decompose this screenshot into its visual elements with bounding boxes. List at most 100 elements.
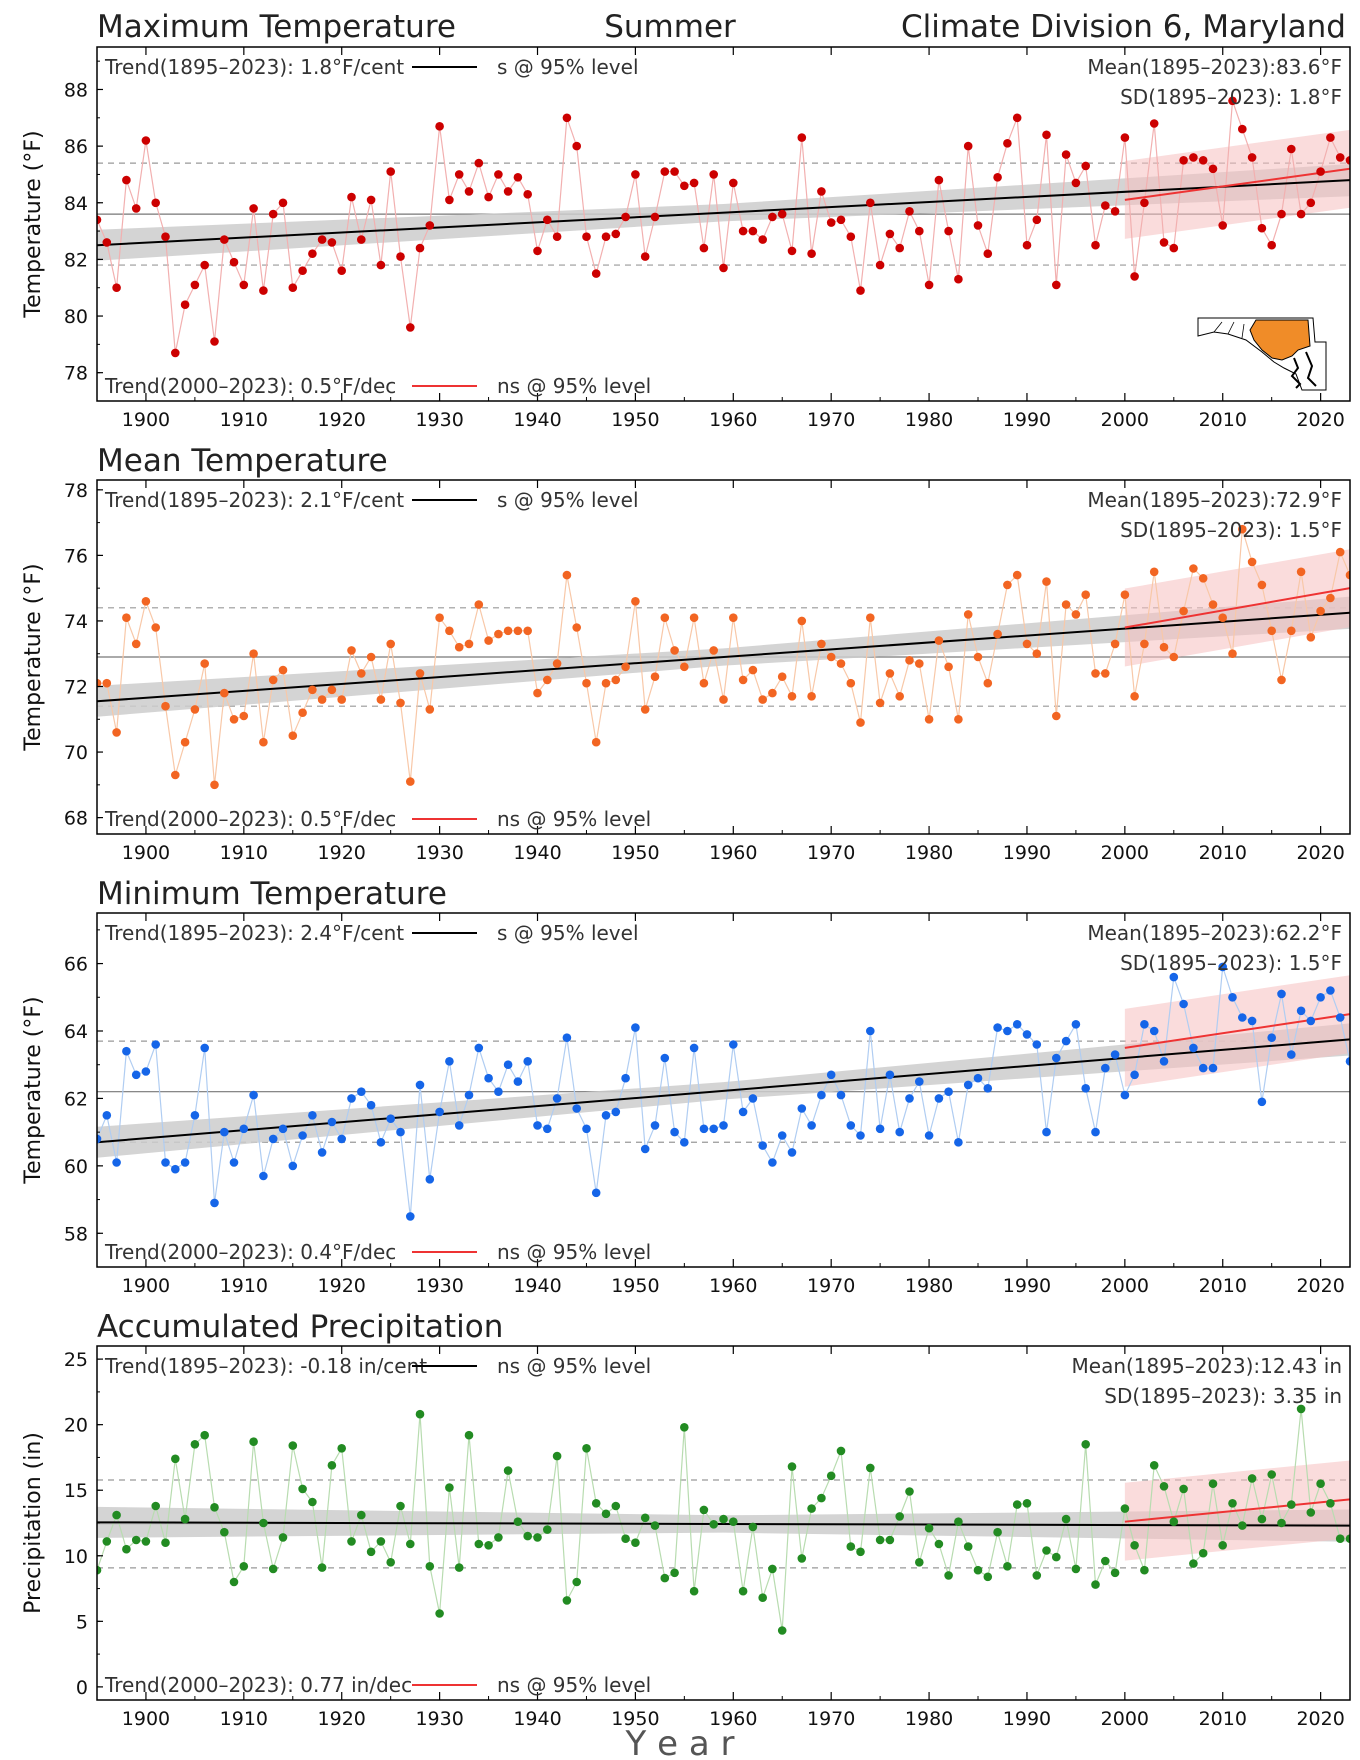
data-point xyxy=(689,613,699,622)
data-point xyxy=(807,249,816,258)
data-point xyxy=(1326,986,1335,995)
data-point xyxy=(1277,1518,1286,1528)
data-point xyxy=(1071,178,1081,188)
x-tick-label: 1970 xyxy=(807,842,855,864)
data-point xyxy=(366,195,376,205)
data-point xyxy=(797,1104,807,1113)
data-point xyxy=(729,1040,738,1049)
data-point xyxy=(1267,1033,1276,1042)
data-point xyxy=(474,158,484,168)
data-point xyxy=(963,1542,973,1551)
data-point xyxy=(278,1533,288,1542)
data-point xyxy=(288,1161,298,1171)
data-point xyxy=(357,1510,366,1520)
plot-area xyxy=(97,1404,1350,1635)
data-point xyxy=(180,1158,190,1167)
y-axis-label: Temperature (°F) xyxy=(21,130,46,318)
data-point xyxy=(200,1043,209,1053)
y-tick-label: 20 xyxy=(64,1415,88,1437)
data-point xyxy=(1169,972,1179,982)
data-point xyxy=(709,646,718,655)
y-axis-label: Temperature (°F) xyxy=(21,996,46,1184)
data-point xyxy=(464,1090,474,1100)
data-point xyxy=(220,1127,229,1137)
data-point xyxy=(474,1539,484,1549)
data-point xyxy=(1061,1514,1071,1524)
data-point xyxy=(376,695,386,704)
data-point xyxy=(1032,215,1042,225)
data-point xyxy=(1012,1020,1022,1029)
data-point xyxy=(680,1138,689,1147)
y-tick-label: 68 xyxy=(64,808,88,830)
data-point xyxy=(435,1107,444,1117)
data-point xyxy=(836,1446,846,1456)
data-point xyxy=(660,1053,670,1063)
data-point xyxy=(1052,1552,1061,1562)
data-point xyxy=(689,178,699,188)
data-point xyxy=(973,652,983,662)
data-point xyxy=(1189,1559,1198,1568)
panel-title: Minimum Temperature xyxy=(97,876,447,912)
data-point xyxy=(699,1505,709,1515)
data-point xyxy=(268,675,278,685)
y-tick-label: 88 xyxy=(64,79,88,101)
x-tick-label: 1960 xyxy=(709,1275,757,1297)
data-point xyxy=(523,1057,532,1066)
data-point xyxy=(1179,999,1188,1009)
data-point xyxy=(611,229,621,239)
data-point xyxy=(190,1111,200,1120)
data-point xyxy=(924,1523,934,1533)
data-point xyxy=(885,229,895,239)
data-point xyxy=(777,672,787,681)
data-point xyxy=(102,678,112,688)
data-point xyxy=(357,235,366,244)
data-point xyxy=(1287,1050,1296,1059)
data-point xyxy=(1071,610,1081,619)
data-point xyxy=(1110,1050,1120,1059)
data-point xyxy=(141,136,151,145)
data-point xyxy=(885,1070,895,1080)
data-point xyxy=(670,167,679,176)
data-point xyxy=(347,646,356,655)
data-point xyxy=(1345,1534,1350,1543)
map-division-highlight xyxy=(1249,319,1311,361)
data-point xyxy=(640,705,650,714)
data-point xyxy=(1003,1026,1012,1036)
data-point xyxy=(357,1087,366,1096)
data-point xyxy=(895,1512,904,1521)
data-point xyxy=(131,204,141,213)
data-point xyxy=(425,705,435,714)
data-point xyxy=(572,1104,581,1113)
data-point xyxy=(650,1521,660,1530)
sd-text: SD(1895–2023): 1.8°F xyxy=(1120,85,1342,109)
data-point xyxy=(787,1462,797,1471)
data-point xyxy=(513,1517,523,1526)
data-point xyxy=(1257,1514,1267,1524)
data-point xyxy=(954,274,963,284)
data-point xyxy=(709,170,718,179)
map-east-shoreline xyxy=(1305,351,1317,387)
data-point xyxy=(1296,1404,1306,1414)
data-point xyxy=(1149,1461,1159,1470)
data-point xyxy=(866,613,875,622)
data-point xyxy=(445,195,454,205)
data-point xyxy=(278,1124,288,1134)
data-point xyxy=(484,636,493,645)
data-point xyxy=(905,1487,914,1496)
data-point xyxy=(317,695,327,704)
data-point xyxy=(249,1437,258,1446)
data-point xyxy=(963,610,973,619)
data-point xyxy=(1326,593,1335,603)
data-point xyxy=(141,597,151,606)
x-tick-label: 2010 xyxy=(1199,409,1247,431)
data-point xyxy=(670,646,679,655)
panels-group: 78 80 82 84 86 88 1900 1910 1920 1930 1940 1950 1960… xyxy=(21,46,1351,1730)
data-point xyxy=(846,232,856,241)
y-tick-label: 60 xyxy=(64,1156,88,1178)
data-point xyxy=(983,249,993,258)
x-tick-label: 1980 xyxy=(905,1708,953,1730)
data-point xyxy=(680,1423,689,1432)
data-point xyxy=(1101,1063,1110,1073)
data-point xyxy=(1061,1036,1071,1046)
